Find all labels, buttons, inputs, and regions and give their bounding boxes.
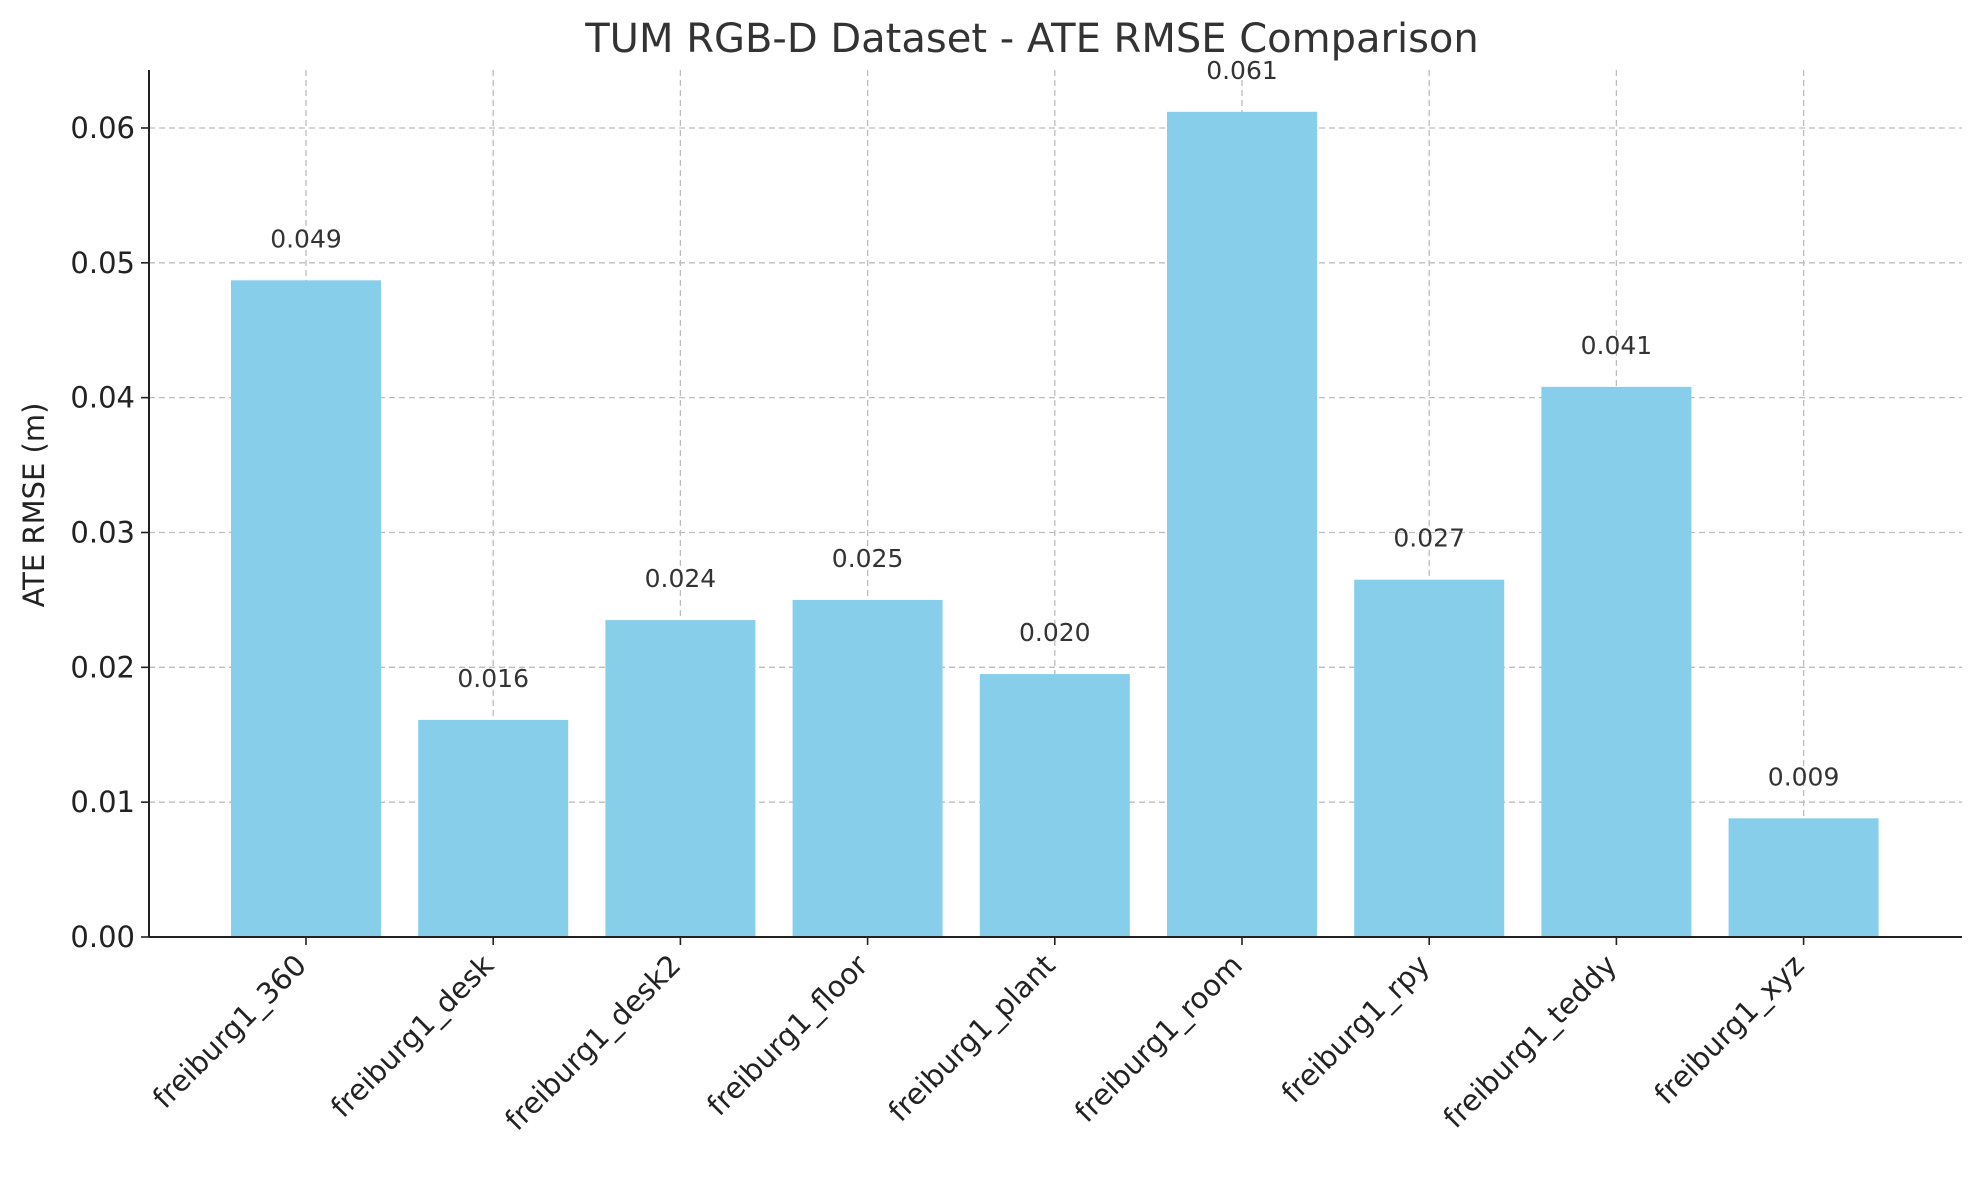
data-label: 0.061	[1206, 56, 1278, 85]
x-tick-label: freiburg1_plant	[881, 948, 1061, 1128]
chart-title: TUM RGB-D Dataset - ATE RMSE Comparison	[584, 16, 1478, 62]
x-tick-label: freiburg1_teddy	[1437, 948, 1624, 1135]
data-label: 0.009	[1768, 762, 1840, 791]
bar-freiburg1_room	[1167, 111, 1317, 937]
y-axis-label: ATE RMSE (m)	[17, 403, 51, 608]
x-tick-label: freiburg1_desk2	[498, 948, 687, 1137]
bar-freiburg1_rpy	[1354, 579, 1505, 937]
x-tick-label: freiburg1_rpy	[1275, 948, 1437, 1110]
bar-freiburg1_plant	[979, 674, 1130, 937]
y-tick-label: 0.02	[70, 650, 135, 684]
x-tick-label: freiburg1_xyz	[1648, 948, 1811, 1111]
bar-freiburg1_360	[231, 280, 381, 938]
data-label: 0.020	[1019, 618, 1091, 647]
y-tick-label: 0.06	[70, 111, 135, 145]
bars	[231, 111, 1879, 938]
y-tick-label: 0.05	[70, 246, 135, 280]
data-label: 0.016	[457, 664, 529, 693]
y-tick-label: 0.00	[70, 920, 135, 954]
y-tick-label: 0.01	[70, 785, 135, 819]
data-label: 0.049	[270, 224, 342, 253]
data-label: 0.041	[1581, 331, 1653, 360]
bar-freiburg1_xyz	[1728, 818, 1879, 937]
x-tick-label: freiburg1_floor	[700, 948, 874, 1122]
bar-freiburg1_desk	[418, 719, 569, 937]
ticks	[141, 127, 1805, 945]
x-tick-label: freiburg1_room	[1068, 948, 1249, 1129]
data-label: 0.027	[1393, 524, 1465, 553]
bar-freiburg1_floor	[792, 599, 943, 937]
data-label: 0.025	[832, 544, 904, 573]
data-label: 0.024	[645, 564, 717, 593]
x-tick-label: freiburg1_desk	[324, 948, 500, 1124]
x-tick-label: freiburg1_360	[146, 948, 313, 1115]
y-tick-label: 0.04	[70, 381, 135, 415]
y-tick-label: 0.03	[70, 515, 135, 549]
bar-freiburg1_desk2	[605, 620, 756, 937]
bar-freiburg1_teddy	[1541, 386, 1692, 938]
